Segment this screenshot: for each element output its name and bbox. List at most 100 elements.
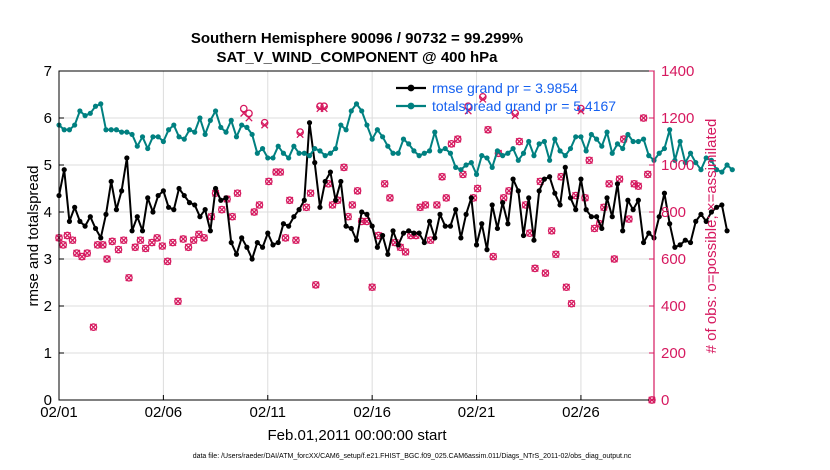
totalspread-point: [599, 143, 605, 149]
rmse-point: [724, 228, 730, 234]
totalspread-point: [453, 164, 459, 170]
rmse-point: [515, 188, 521, 194]
rmse-point: [677, 242, 683, 248]
totalspread-point: [374, 127, 380, 133]
totalspread-point: [635, 138, 641, 145]
rmse-point: [92, 225, 99, 232]
obs-possible-marker: [184, 243, 193, 252]
legend-rmse-label: rmse grand pr = 3.9854: [432, 80, 578, 96]
obs-assimilated-marker: [73, 249, 81, 257]
rmse-point: [322, 178, 328, 185]
totalspread-point: [223, 129, 229, 135]
obs-assimilated-marker: [59, 241, 67, 249]
totalspread-point: [573, 134, 579, 140]
rmse-point: [333, 197, 339, 203]
totalspread-point: [61, 127, 67, 133]
totalspread-point: [218, 124, 224, 130]
obs-assimilated-marker: [78, 252, 86, 261]
rmse-point: [343, 223, 349, 229]
obs-assimilated-marker: [639, 114, 648, 122]
totalspread-point: [432, 129, 438, 135]
rmse-point: [82, 223, 88, 229]
rmse-point: [134, 214, 140, 220]
totalspread-point: [406, 141, 412, 147]
totalspread-point: [411, 148, 417, 154]
rmse-point: [614, 181, 621, 187]
obs-assimilated-marker: [228, 213, 236, 221]
totalspread-point: [729, 167, 735, 173]
obs-possible-marker: [285, 196, 294, 205]
totalspread-point: [541, 138, 547, 145]
totalspread-point: [677, 138, 683, 145]
rmse-point: [557, 202, 563, 208]
obs-possible-marker: [541, 269, 550, 277]
totalspread-point: [479, 153, 485, 159]
obs-possible-marker: [605, 179, 613, 188]
obs-assimilated-marker: [276, 168, 284, 176]
x-tick-label: 02/11: [250, 404, 286, 421]
rmse-point: [113, 207, 120, 213]
totalspread-point: [160, 138, 166, 145]
obs-assimilated-marker: [200, 234, 208, 242]
totalspread-point: [212, 108, 219, 114]
totalspread-point: [343, 127, 349, 133]
obs-possible-marker: [250, 208, 259, 216]
rmse-point: [698, 211, 704, 217]
obs-possible-marker: [233, 189, 242, 198]
rmse-point: [406, 228, 412, 234]
obs-assimilated-marker: [562, 283, 570, 291]
obs-assimilated-marker: [386, 194, 394, 202]
obs-assimilated-marker: [136, 236, 145, 244]
obs-possible-marker: [567, 299, 576, 308]
obs-possible-marker: [433, 201, 441, 209]
totalspread-point: [395, 150, 401, 156]
obs-assimilated-marker: [281, 234, 290, 242]
y2-tick-label: 600: [661, 251, 686, 268]
obs-assimilated-marker: [158, 242, 167, 250]
obs-assimilated-marker: [93, 241, 102, 249]
x-tick-label: 02/16: [353, 404, 391, 421]
rmse-point: [463, 211, 469, 217]
totalspread-point: [103, 127, 109, 133]
rmse-point: [338, 178, 344, 185]
rmse-point: [218, 197, 224, 203]
obs-possible-marker: [625, 215, 633, 223]
obs-possible-marker: [119, 236, 128, 245]
obs-assimilated-marker: [195, 230, 203, 238]
rmse-point: [661, 190, 668, 196]
y2-tick-label: 1000: [661, 157, 694, 174]
rmse-point: [442, 223, 448, 229]
rmse-point: [667, 221, 673, 227]
rmse-point: [531, 237, 537, 243]
obs-assimilated-marker: [179, 235, 187, 243]
obs-count-markers: [55, 93, 656, 404]
totalspread-point: [92, 103, 99, 109]
rmse-point: [400, 230, 407, 236]
rmse-point: [327, 169, 334, 175]
totalspread-line: [58, 102, 733, 176]
rmse-point: [593, 214, 600, 220]
totalspread-point: [166, 127, 172, 133]
rmse-point: [239, 235, 245, 241]
totalspread-point: [150, 134, 156, 140]
obs-assimilated-marker: [348, 201, 356, 209]
obs-assimilated-marker: [353, 187, 362, 195]
rmse-point: [682, 237, 688, 243]
totalspread-point: [510, 145, 516, 152]
rmse-point: [562, 164, 568, 170]
obs-possible-marker: [386, 194, 394, 202]
obs-possible-marker: [245, 109, 253, 118]
totalspread-point: [609, 150, 615, 156]
obs-possible-marker: [239, 104, 248, 113]
rmse-point: [275, 239, 281, 246]
rmse-point: [510, 176, 516, 182]
legend-spread-label: totalspread grand pr = 5.4167: [432, 98, 616, 114]
legend-rmse-marker: [407, 84, 415, 92]
obs-possible-marker: [163, 257, 172, 266]
rmse-point: [374, 244, 380, 250]
totalspread-point: [630, 138, 636, 145]
rmse-point: [421, 239, 427, 246]
y2-tick-label: 1400: [661, 63, 694, 80]
obs-assimilated-marker: [605, 180, 613, 188]
totalspread-point: [667, 127, 673, 133]
